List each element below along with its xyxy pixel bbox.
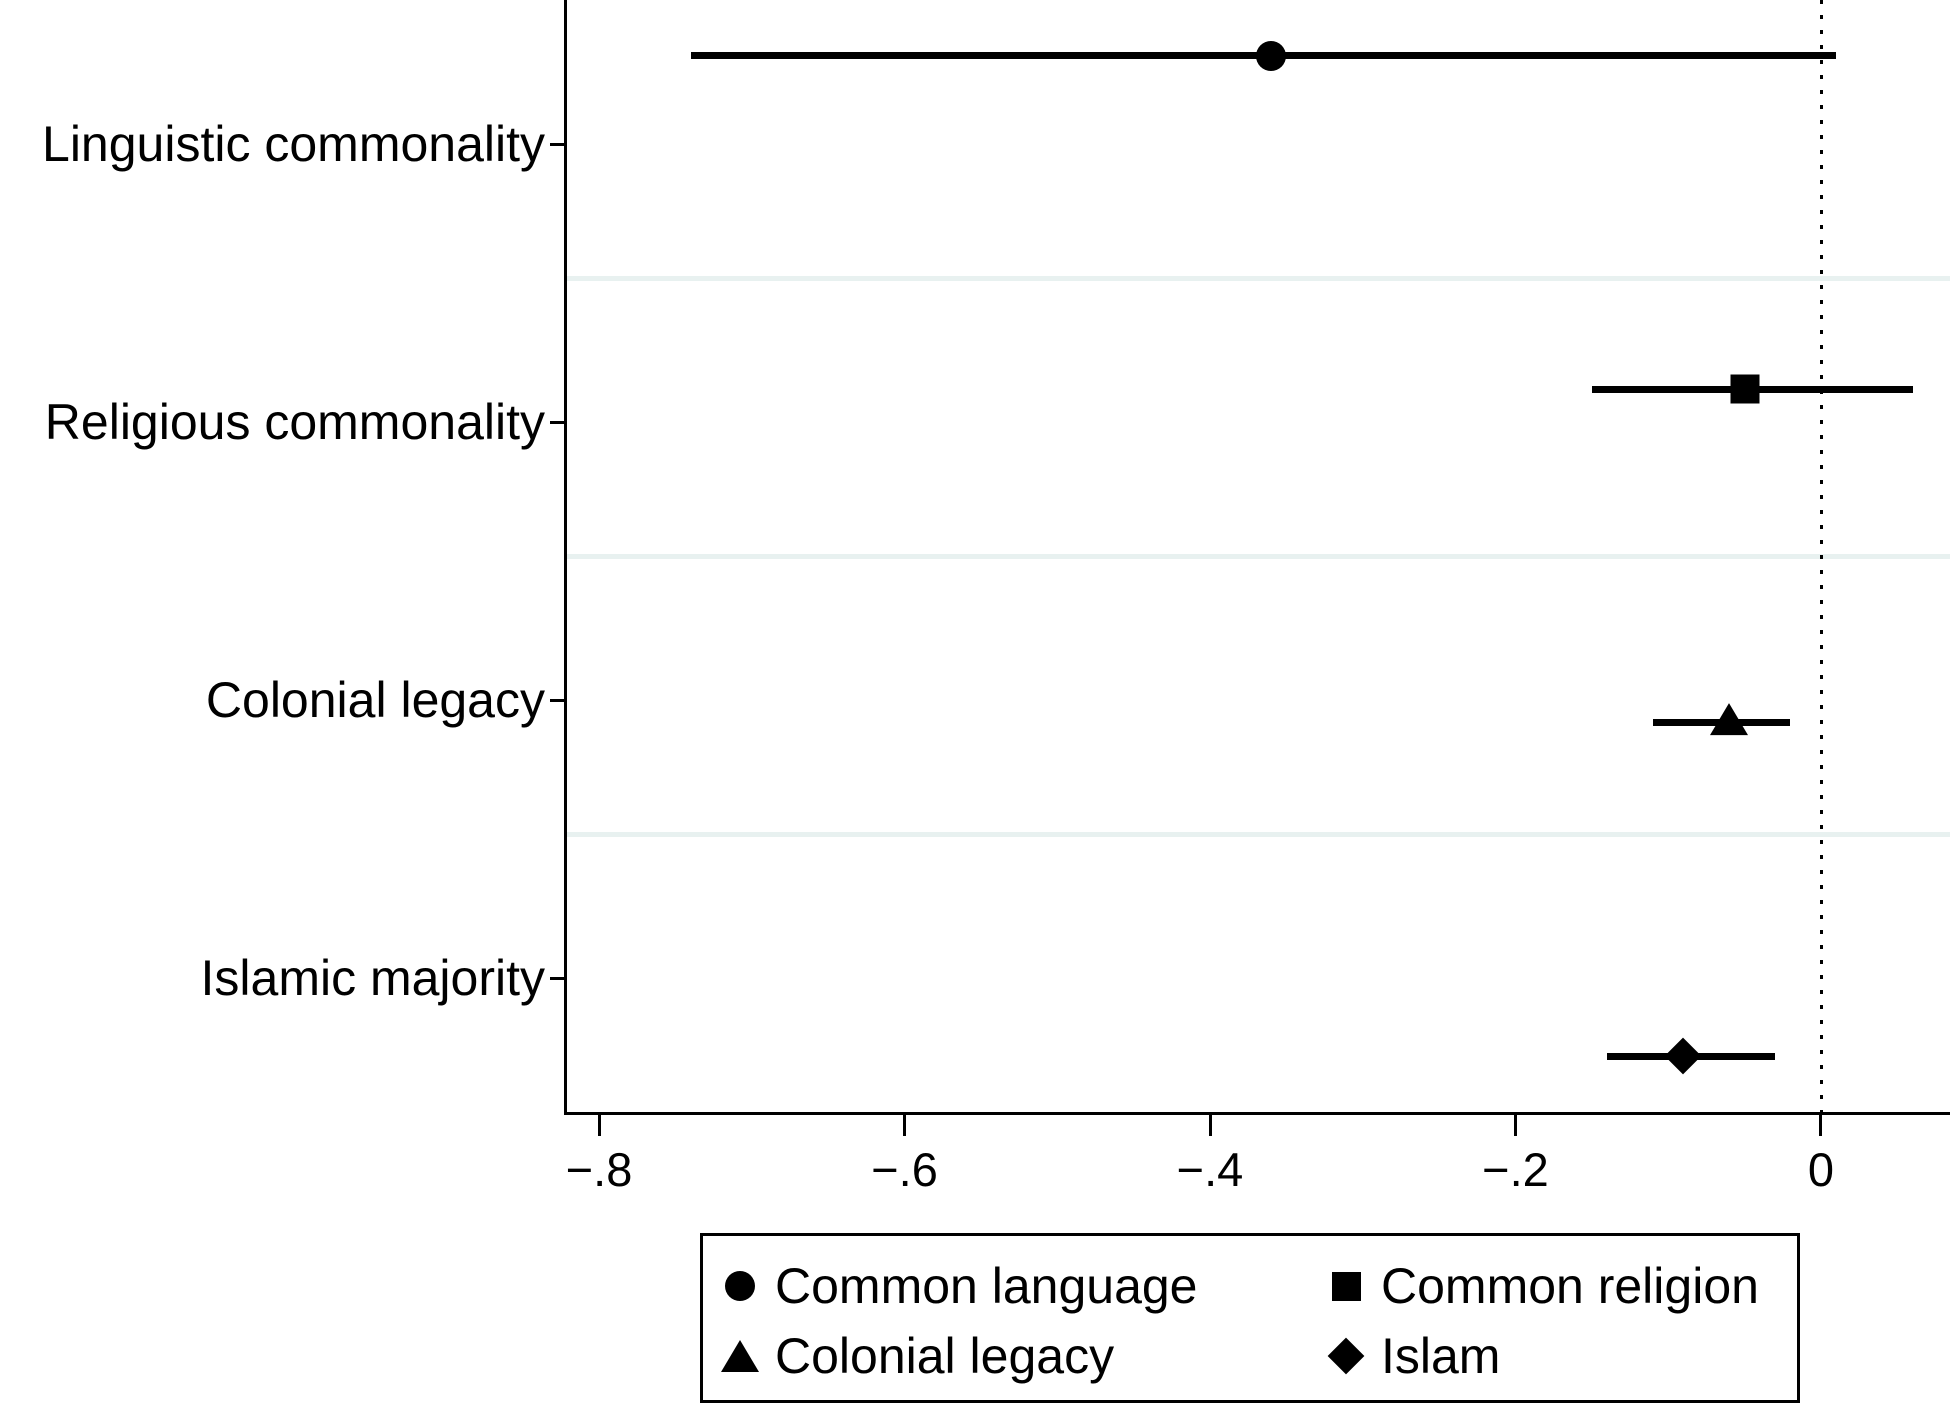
category-label: Religious commonality [44,394,545,450]
legend-box: Common language Common religion Colonial l… [700,1233,1800,1403]
x-axis-tick [1819,1112,1823,1136]
category-label: Islamic majority [200,950,545,1006]
x-axis-tick [597,1112,601,1136]
square-marker-icon [1730,374,1760,404]
square-marker-icon [1323,1271,1369,1301]
x-axis-line [564,1112,1950,1115]
x-axis-tick [903,1112,907,1136]
circle-glyph [725,1271,755,1301]
band-separator-line [567,832,1950,837]
triangle-glyph [1710,702,1749,735]
y-axis-tick [550,698,567,702]
x-axis-tick-label: −.6 [871,1143,938,1196]
x-axis-tick-label: −.2 [1482,1143,1549,1196]
legend-entry: Colonial legacy [717,1324,1114,1388]
x-axis-tick [1208,1112,1212,1136]
legend-entry: Common religion [1323,1254,1759,1318]
circle-marker-icon [717,1271,763,1301]
circle-marker-icon [1256,40,1287,71]
band-separator-line [567,276,1950,281]
diamond-marker-icon [1323,1337,1369,1375]
category-label: Linguistic commonality [42,116,545,172]
legend-entry-label: Common religion [1381,1258,1759,1314]
y-axis-tick [550,420,567,424]
legend-entry: Islam [1323,1324,1500,1388]
triangle-glyph [721,1340,759,1372]
category-label: Colonial legacy [205,672,545,728]
x-axis-tick-label: −.8 [565,1143,633,1196]
square-glyph [1730,374,1760,404]
x-axis-tick-label: −.4 [1176,1143,1244,1196]
band-separator-line [567,554,1950,559]
square-glyph [1331,1271,1361,1301]
circle-glyph [1256,40,1287,71]
triangle-marker-icon [1710,702,1749,735]
x-axis-tick-label: 0 [1807,1143,1834,1196]
legend-entry-label: Colonial legacy [775,1328,1115,1384]
diamond-glyph [1665,1038,1702,1075]
y-axis-tick [550,142,567,146]
y-axis-tick [550,976,567,980]
plot-area [567,0,1950,1112]
legend-entry-label: Islam [1381,1328,1501,1384]
zero-reference-line [1819,0,1823,1112]
diamond-glyph [1327,1337,1365,1375]
x-axis-tick [1513,1112,1517,1136]
diamond-marker-icon [1665,1038,1702,1075]
y-axis-line [564,0,567,1115]
legend-entry: Common language [717,1254,1198,1318]
triangle-marker-icon [717,1340,763,1372]
legend-entry-label: Common language [775,1258,1198,1314]
